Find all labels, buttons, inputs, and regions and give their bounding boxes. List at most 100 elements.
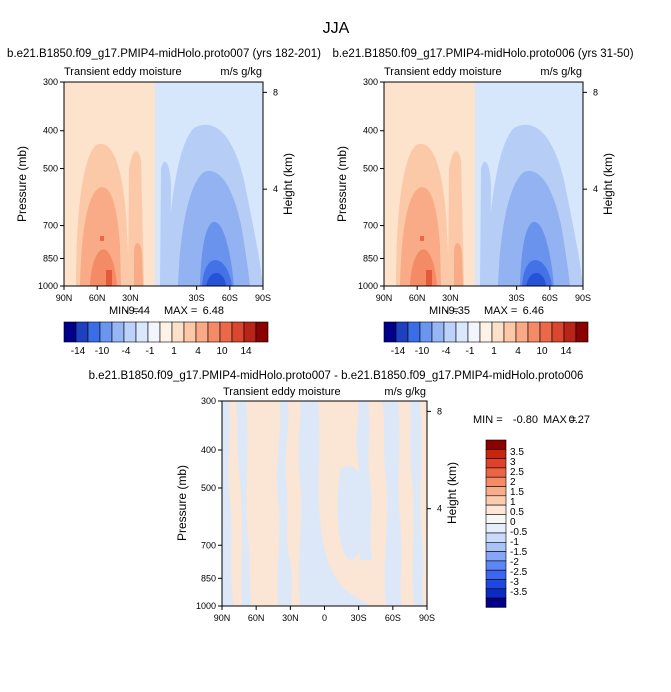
colorbar-label: -10 bbox=[95, 346, 110, 357]
contour-pos-5 bbox=[106, 270, 112, 286]
height-axis: 84 bbox=[263, 87, 278, 194]
colorbar-label: -3 bbox=[510, 577, 519, 588]
colorbar-swatch bbox=[147, 321, 161, 343]
colorbar-swatch bbox=[467, 321, 481, 343]
x-tick-label: 90S bbox=[419, 613, 435, 623]
colorbar-swatch bbox=[75, 321, 89, 343]
colorbar-swatch bbox=[183, 321, 197, 343]
colorbar-swatch bbox=[485, 579, 507, 590]
height-tick-label: 8 bbox=[593, 87, 598, 97]
min-value: -0.80 bbox=[513, 414, 538, 426]
colorbar-label: -10 bbox=[415, 346, 430, 357]
colorbar-label: 0 bbox=[510, 517, 516, 528]
panel-left-label: Transient eddy moisture bbox=[223, 386, 341, 398]
colorbar-labels: -14 -10 -4 -1 1 4 10 14 bbox=[391, 346, 572, 357]
y-axis-title: Pressure (mb) bbox=[175, 465, 189, 541]
diff-neg-band bbox=[222, 401, 234, 606]
colorbar-swatch bbox=[231, 321, 245, 343]
max-value: 6.48 bbox=[203, 305, 224, 317]
colorbar-swatch bbox=[455, 321, 469, 343]
panel-difference: b.e21.B1850.f09_g17.PMIP4-midHolo.proto0… bbox=[89, 370, 590, 623]
height-tick-label: 8 bbox=[273, 87, 278, 97]
colorbar-label: 3 bbox=[510, 457, 516, 468]
colorbar-label: 1 bbox=[491, 346, 497, 357]
colorbar-swatch bbox=[419, 321, 433, 343]
colorbar-swatch bbox=[485, 588, 507, 599]
colorbar-label: -1 bbox=[510, 537, 519, 548]
colorbar-swatch bbox=[431, 321, 445, 343]
diff-neg-band bbox=[236, 401, 252, 606]
y-tick-label: 850 bbox=[363, 253, 378, 263]
colorbar-swatch bbox=[485, 541, 507, 552]
y-tick-label: 400 bbox=[363, 126, 378, 136]
y-tick-label: 850 bbox=[201, 573, 216, 583]
colorbar-label: 14 bbox=[560, 346, 572, 357]
max-value: 6.46 bbox=[523, 305, 544, 317]
colorbar-labels: 3.5 3 2.5 2 1.5 1 0.5 0 -0.5 -1 -1.5 -2 … bbox=[510, 447, 528, 598]
colorbar-swatch bbox=[99, 321, 113, 343]
colorbar-label: 4 bbox=[195, 346, 201, 357]
y-axis-title: Pressure (mb) bbox=[15, 146, 29, 222]
y-axis-title: Pressure (mb) bbox=[335, 146, 349, 222]
height-tick-label: 4 bbox=[593, 184, 598, 194]
x-tick-label: 30S bbox=[351, 613, 367, 623]
colorbar-swatch bbox=[527, 321, 541, 343]
right-axis-title: Height (km) bbox=[601, 153, 615, 215]
x-tick-label: 30S bbox=[509, 293, 525, 303]
plot-area bbox=[63, 81, 264, 287]
colorbar bbox=[383, 321, 589, 343]
contour-neg-5 bbox=[526, 272, 546, 286]
plot-area bbox=[221, 400, 428, 607]
y-tick-label: 500 bbox=[201, 483, 216, 493]
right-axis-title: Height (km) bbox=[445, 462, 459, 524]
colorbar-label: 10 bbox=[536, 346, 548, 357]
colorbar-swatch bbox=[383, 321, 397, 343]
contour-pos-2b bbox=[454, 243, 463, 286]
colorbar-swatch bbox=[551, 321, 565, 343]
panel-proto007: b.e21.B1850.f09_g17.PMIP4-midHolo.proto0… bbox=[7, 48, 321, 357]
colorbar-swatch bbox=[491, 321, 505, 343]
y-axis: 300 400 500 700 850 1000 bbox=[196, 396, 222, 611]
max-label: MAX = bbox=[164, 305, 197, 317]
colorbar-swatch bbox=[485, 495, 507, 506]
colorbar-swatch bbox=[243, 321, 257, 343]
x-tick-label: 90S bbox=[255, 293, 271, 303]
y-tick-label: 500 bbox=[363, 164, 378, 174]
colorbar-label: 14 bbox=[240, 346, 252, 357]
colorbar-label: -1 bbox=[146, 346, 155, 357]
colorbar-swatch bbox=[123, 321, 137, 343]
y-tick-label: 1000 bbox=[38, 281, 58, 291]
x-tick-label: 0 bbox=[322, 613, 327, 623]
x-tick-label: 90N bbox=[56, 293, 73, 303]
max-label: MAX = bbox=[543, 414, 576, 426]
height-axis: 84 bbox=[583, 87, 598, 194]
colorbar-label: 2 bbox=[510, 477, 516, 488]
max-value: 0.27 bbox=[569, 414, 590, 426]
min-label: MIN = bbox=[109, 305, 139, 317]
colorbar-swatch bbox=[575, 321, 589, 343]
colorbar-label: -0.5 bbox=[510, 527, 528, 538]
y-tick-label: 1000 bbox=[196, 601, 216, 611]
contour-pos-4 bbox=[100, 236, 104, 241]
panel-title: b.e21.B1850.f09_g17.PMIP4-midHolo.proto0… bbox=[7, 48, 321, 60]
colorbar-label: -3.5 bbox=[510, 587, 528, 598]
colorbar bbox=[485, 439, 507, 608]
colorbar-label: 1.5 bbox=[510, 487, 524, 498]
colorbar-label: -4 bbox=[442, 346, 451, 357]
x-axis: 90N 60N 30N 30S 60S 90S bbox=[56, 286, 271, 303]
colorbar-swatch bbox=[195, 321, 209, 343]
x-axis: 90N 60N 30N 0 30S 60S 90S bbox=[214, 606, 435, 623]
colorbar-swatch bbox=[407, 321, 421, 343]
panel-left-label: Transient eddy moisture bbox=[384, 66, 502, 78]
plot-area bbox=[383, 81, 584, 287]
colorbar-label: -2.5 bbox=[510, 567, 528, 578]
colorbar-swatch bbox=[485, 560, 507, 571]
colorbar-swatch bbox=[485, 532, 507, 543]
x-tick-label: 60S bbox=[542, 293, 558, 303]
diff-neg-band bbox=[356, 401, 372, 560]
colorbar-swatch bbox=[479, 321, 493, 343]
colorbar-label: -14 bbox=[391, 346, 406, 357]
colorbar-swatch bbox=[485, 476, 507, 487]
colorbar-label: -2 bbox=[510, 557, 519, 568]
